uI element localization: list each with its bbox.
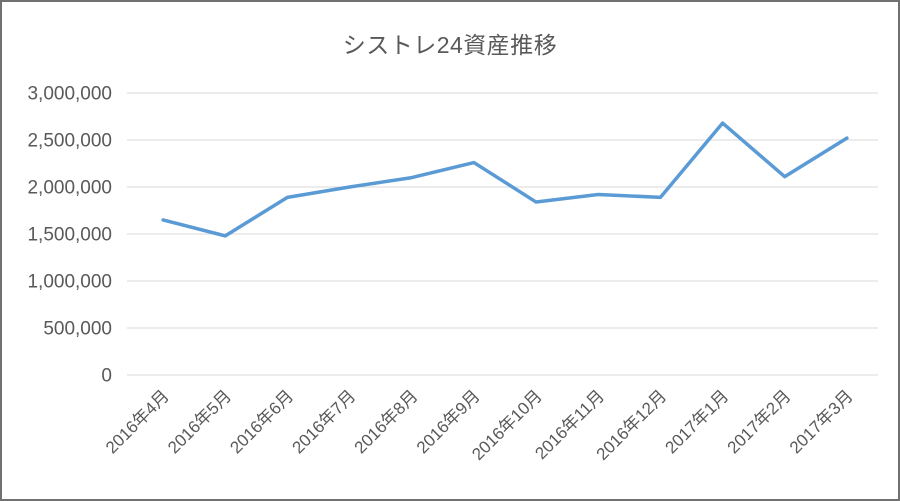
y-axis-tick-label: 1,000,000 [27,272,112,293]
y-axis-tick-labels: 0 500,000 1,000,000 1,500,000 2,000,000 2,500… [27,84,112,387]
x-axis-tick-label: 2016年7月 [289,386,360,457]
y-axis-tick-label: 0 [101,366,112,387]
x-axis-tick-labels: 2016年4月2016年5月2016年6月2016年7月2016年8月2016年… [102,386,857,464]
x-axis-tick-label: 2017年3月 [786,386,857,457]
x-axis-tick-label: 2016年4月 [102,386,173,457]
y-axis-tick-label: 3,000,000 [27,84,112,105]
x-axis-tick-label: 2016年5月 [164,386,235,457]
x-axis-tick-label: 2017年1月 [662,386,733,457]
data-series-group [161,121,849,238]
asset-trend-line [161,121,849,238]
x-axis-tick-label: 2016年6月 [226,386,297,457]
x-axis-tick-label: 2016年8月 [351,386,422,457]
y-axis-tick-label: 1,500,000 [27,225,112,246]
y-axis-tick-label: 2,500,000 [27,131,112,152]
x-axis-tick-label: 2017年2月 [724,386,795,457]
y-axis-tick-label: 2,000,000 [27,178,112,199]
chart-title: シストレ24資産推移 [342,32,558,58]
gridlines-group [127,92,878,376]
y-axis-tick-label: 500,000 [43,319,112,340]
